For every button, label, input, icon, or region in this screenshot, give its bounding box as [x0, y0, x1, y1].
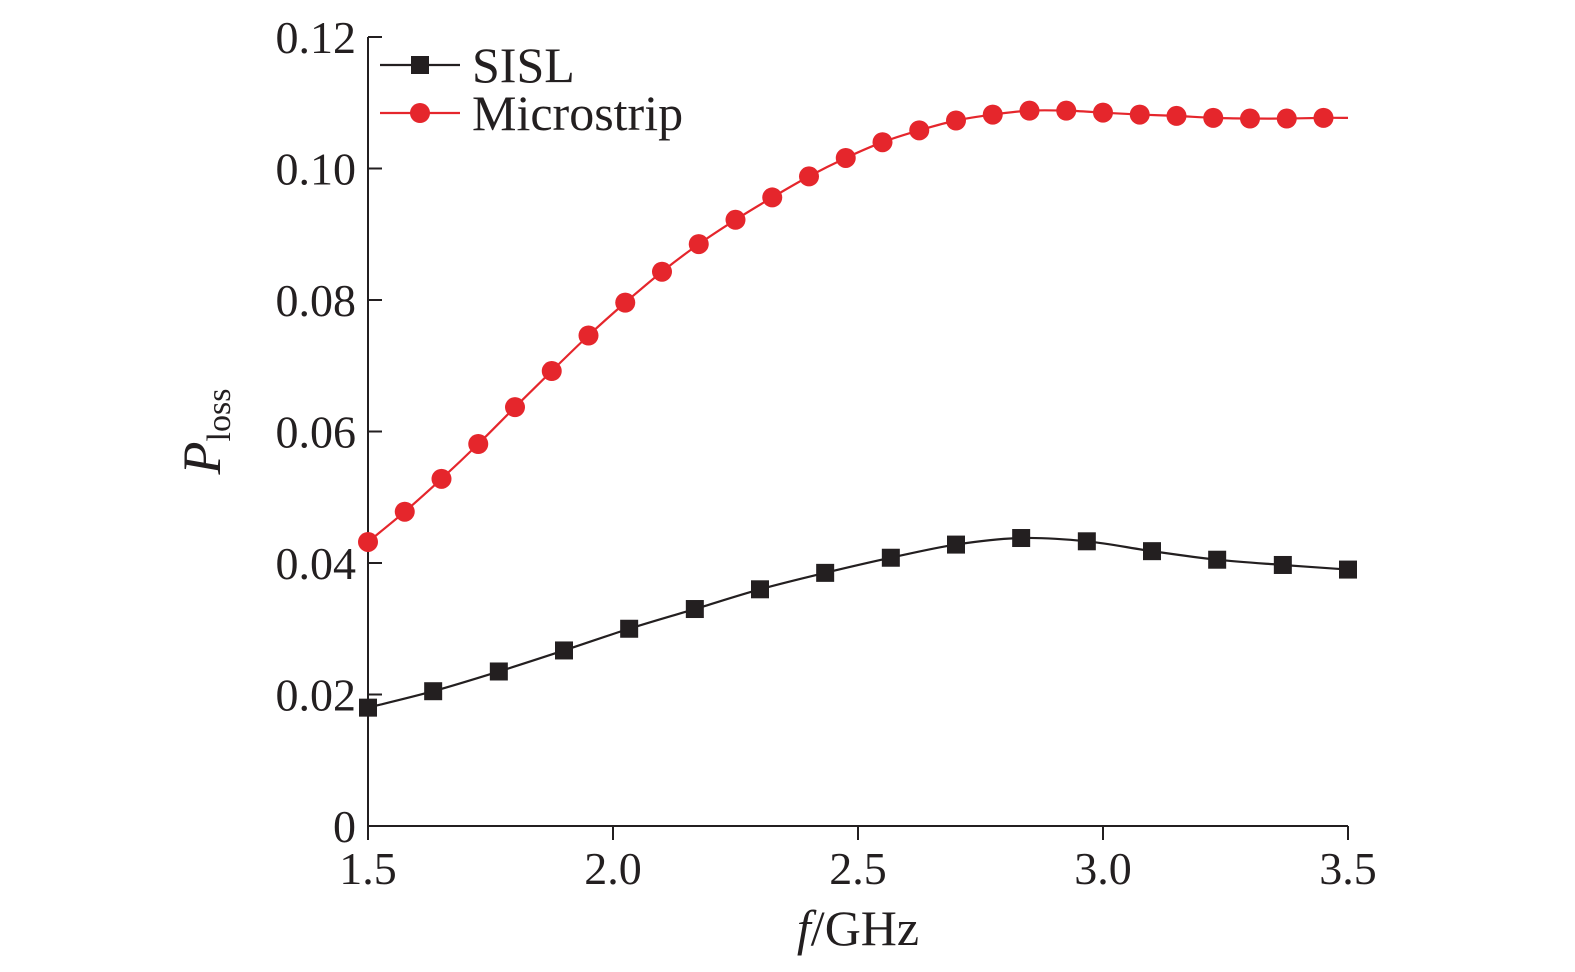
data-point-microstrip	[909, 120, 930, 141]
data-point-sisl	[620, 619, 639, 638]
data-point-microstrip	[652, 261, 672, 282]
data-point-microstrip	[541, 361, 562, 382]
data-point-sisl	[947, 535, 965, 554]
data-point-microstrip	[725, 209, 746, 230]
data-point-microstrip	[468, 433, 489, 454]
y-tick-label: 0.06	[276, 407, 357, 458]
x-tick-label: 2.5	[829, 843, 887, 894]
data-point-microstrip	[1129, 104, 1150, 125]
x-tick-label: 2.0	[584, 843, 642, 894]
series-line-microstrip	[367, 109, 1349, 543]
data-point-microstrip	[835, 147, 856, 168]
data-point-sisl	[1143, 542, 1161, 561]
data-point-sisl	[1077, 532, 1096, 551]
data-point-microstrip	[1056, 100, 1077, 121]
y-tick-label: 0.10	[276, 144, 357, 195]
legend-item-sisl: SISL	[380, 37, 575, 93]
data-point-microstrip	[872, 132, 893, 153]
data-point-sisl	[1273, 555, 1292, 574]
data-point-sisl	[489, 662, 508, 681]
x-tick-label: 3.0	[1074, 843, 1132, 894]
data-point-microstrip	[982, 104, 1003, 125]
data-point-microstrip	[762, 187, 783, 208]
plot-area: 1.5 2.0 2.5 3.0 3.5 0 0.02 0.04 0.06 0.08 0.10 0.12	[276, 12, 1377, 894]
legend-label: SISL	[472, 37, 575, 93]
data-point-sisl	[751, 580, 769, 599]
legend-label: Microstrip	[472, 85, 683, 141]
data-point-sisl	[816, 563, 835, 582]
x-tick-label: 1.5	[339, 843, 397, 894]
legend-marker	[410, 103, 430, 123]
y-tick-label: 0.04	[276, 538, 357, 589]
data-point-sisl	[881, 548, 900, 567]
data-point-microstrip	[946, 110, 966, 131]
y-tick-label: 0	[333, 801, 356, 852]
y-axis-title: Ploss	[172, 389, 238, 476]
data-point-sisl	[1339, 560, 1357, 579]
data-point-microstrip	[688, 234, 709, 255]
y-tick-label: 0.02	[276, 670, 357, 721]
data-point-microstrip	[394, 501, 415, 522]
y-axis-title-symbol: P	[172, 441, 232, 475]
data-point-microstrip	[505, 397, 525, 418]
data-point-microstrip	[1313, 107, 1334, 128]
data-point-sisl	[424, 682, 443, 701]
data-point-microstrip	[1276, 108, 1297, 129]
data-point-sisl	[1012, 529, 1031, 548]
data-point-microstrip	[1240, 108, 1260, 129]
legend-item-microstrip: Microstrip	[380, 85, 683, 141]
x-axis-title-unit: /GHz	[811, 900, 919, 956]
data-point-microstrip	[1203, 107, 1224, 128]
series-layer	[358, 100, 1357, 717]
x-tick-label: 3.5	[1319, 843, 1377, 894]
data-point-microstrip	[1166, 105, 1187, 126]
series-microstrip	[358, 100, 1349, 552]
data-point-sisl	[359, 698, 377, 717]
data-point-microstrip	[431, 468, 452, 489]
x-axis-title: f/GHz	[797, 900, 919, 956]
data-point-microstrip	[578, 325, 599, 346]
data-point-sisl	[555, 641, 573, 660]
series-sisl	[359, 529, 1357, 717]
data-point-microstrip	[1019, 100, 1040, 121]
legend-marker	[411, 56, 429, 74]
y-tick-label: 0.08	[276, 275, 357, 326]
data-point-sisl	[1208, 550, 1227, 569]
data-point-microstrip	[358, 531, 378, 552]
data-point-sisl	[685, 600, 704, 619]
y-tick-label: 0.12	[276, 12, 357, 63]
y-axis-title-subscript: loss	[201, 389, 238, 442]
series-line-sisl	[367, 536, 1349, 709]
data-point-microstrip	[1093, 102, 1113, 123]
data-point-microstrip	[799, 166, 819, 187]
data-point-microstrip	[615, 292, 636, 313]
